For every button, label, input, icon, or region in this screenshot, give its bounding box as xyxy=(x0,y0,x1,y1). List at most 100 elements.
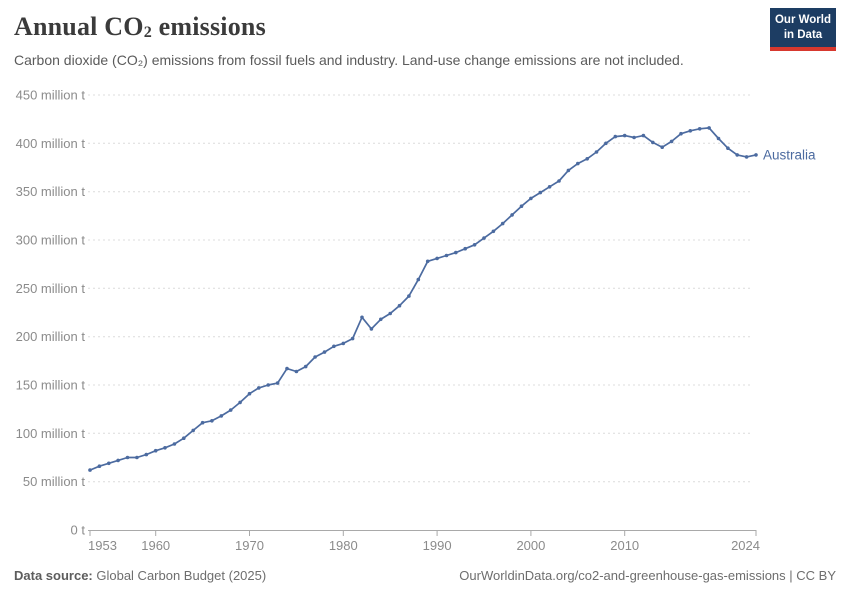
data-point xyxy=(510,213,514,217)
attribution-link[interactable]: OurWorldinData.org/co2-and-greenhouse-ga… xyxy=(459,568,836,583)
owid-logo[interactable]: Our World in Data xyxy=(770,8,836,51)
x-axis-label: 2024 xyxy=(731,538,760,553)
data-point xyxy=(679,131,683,136)
owid-logo-line2: in Data xyxy=(783,28,823,41)
data-point xyxy=(435,256,439,261)
data-point xyxy=(341,341,346,346)
data-point xyxy=(116,458,120,463)
x-axis-label: 1960 xyxy=(141,538,170,553)
data-source-value: Global Carbon Budget (2025) xyxy=(92,568,267,583)
data-point xyxy=(88,468,92,472)
data-point xyxy=(210,419,214,423)
data-point xyxy=(594,150,599,154)
data-point xyxy=(557,179,561,183)
data-point xyxy=(228,408,233,412)
data-point xyxy=(472,243,477,247)
chart-subtitle: Carbon dioxide (CO₂) emissions from foss… xyxy=(14,52,684,68)
data-point xyxy=(716,136,721,141)
data-point xyxy=(285,366,289,371)
data-point xyxy=(622,133,627,138)
data-point xyxy=(604,141,608,146)
data-point xyxy=(247,391,252,396)
y-axis-label: 250 million t xyxy=(16,281,86,296)
data-point xyxy=(585,157,589,161)
chart-title-suffix: emissions xyxy=(151,12,266,41)
data-point xyxy=(153,448,158,453)
data-point xyxy=(407,294,411,298)
data-point xyxy=(632,135,636,140)
data-point xyxy=(388,311,393,316)
series-line-australia xyxy=(89,127,757,471)
x-axis-label: 1953 xyxy=(88,538,117,553)
x-axis-label: 2000 xyxy=(516,538,545,553)
data-point xyxy=(97,464,102,469)
data-point xyxy=(163,446,167,450)
data-point xyxy=(641,133,646,138)
data-point xyxy=(613,134,618,139)
data-point xyxy=(350,336,355,341)
y-axis-label: 100 million t xyxy=(16,426,86,441)
data-point xyxy=(463,246,468,251)
owid-logo-line1: Our World xyxy=(774,14,831,26)
data-point xyxy=(735,153,739,157)
y-axis-label: 300 million t xyxy=(16,233,86,248)
data-point xyxy=(482,236,486,240)
x-axis-label: 1990 xyxy=(423,538,452,553)
data-point xyxy=(651,140,655,145)
data-point xyxy=(379,317,383,322)
x-axis-label: 1980 xyxy=(329,538,358,553)
data-point xyxy=(726,146,730,150)
chart-title-text: Annual CO xyxy=(14,12,144,41)
x-axis-label: 1970 xyxy=(235,538,264,553)
data-point xyxy=(669,139,674,144)
data-point xyxy=(416,277,421,282)
data-point xyxy=(219,414,224,418)
chart-title: Annual CO2 emissions xyxy=(14,12,266,42)
data-point xyxy=(500,221,505,226)
data-point xyxy=(266,383,271,387)
y-axis-label: 200 million t xyxy=(16,329,86,344)
data-point xyxy=(144,452,149,457)
y-axis-label: 400 million t xyxy=(16,136,86,151)
data-point xyxy=(519,204,524,208)
data-point xyxy=(125,455,130,460)
data-point xyxy=(369,327,374,331)
data-point xyxy=(360,315,364,320)
data-source-label: Data source: xyxy=(14,568,93,583)
y-axis-label: 50 million t xyxy=(23,474,86,489)
data-point xyxy=(444,253,449,258)
y-axis-label: 350 million t xyxy=(16,184,86,199)
data-point xyxy=(275,381,280,385)
data-point xyxy=(744,155,749,159)
data-point xyxy=(303,364,308,369)
data-point xyxy=(397,303,402,308)
data-point xyxy=(257,386,261,390)
data-point xyxy=(182,436,186,441)
data-point xyxy=(313,355,317,359)
data-point xyxy=(547,185,552,189)
data-point xyxy=(754,153,758,157)
data-point xyxy=(200,420,205,425)
data-point xyxy=(332,344,336,349)
series-label-australia[interactable]: Australia xyxy=(763,147,816,162)
data-point xyxy=(135,455,139,460)
x-axis-label: 2010 xyxy=(610,538,639,553)
data-point xyxy=(191,428,195,433)
data-point xyxy=(576,161,580,166)
data-point xyxy=(660,145,664,149)
y-axis-label: 150 million t xyxy=(16,378,86,393)
chart-footer: OurWorldinData.org/co2-and-greenhouse-ga… xyxy=(14,568,836,583)
y-axis-label: 0 t xyxy=(71,523,86,538)
data-point xyxy=(294,369,299,374)
data-point xyxy=(529,196,533,201)
data-point xyxy=(707,126,711,130)
data-point xyxy=(538,190,543,195)
data-point xyxy=(107,461,111,466)
data-point xyxy=(697,127,702,131)
data-point xyxy=(172,442,177,446)
data-point xyxy=(322,350,327,354)
data-point xyxy=(425,259,430,264)
data-point xyxy=(454,250,458,255)
